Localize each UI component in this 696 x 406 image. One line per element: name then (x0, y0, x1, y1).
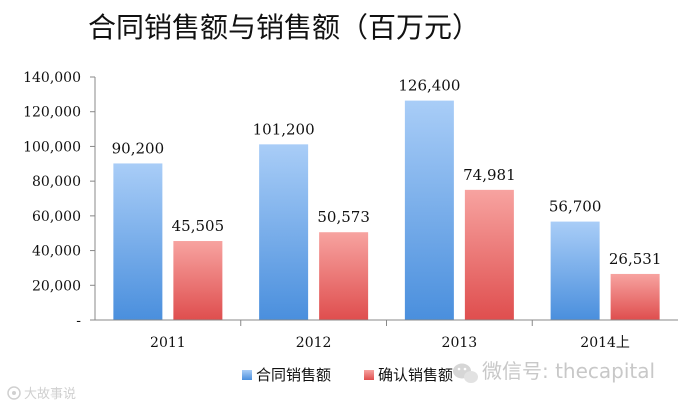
watermark: 微信号: thecapital 大故事说 (7, 359, 655, 402)
y-tick-label: 140,000 (23, 70, 81, 86)
chart-title: 合同销售额与销售额（百万元） (88, 11, 481, 44)
bars (113, 100, 660, 320)
x-axis: 2011 2012 2013 2014上 (95, 319, 678, 351)
y-tick-label: 100,000 (23, 139, 81, 155)
legend-label: 确认销售额 (378, 366, 453, 384)
x-tick-label: 2013 (442, 335, 478, 351)
weibo-icon (7, 386, 21, 400)
watermark-left-text: 大故事说 (24, 387, 76, 402)
legend-swatch-recognized (364, 370, 374, 380)
data-label: 90,200 (112, 139, 165, 157)
x-tick-label: 2014上 (580, 335, 630, 351)
y-tick-label: 20,000 (32, 278, 81, 294)
data-label: 126,400 (398, 77, 460, 95)
x-tick-label: 2011 (150, 335, 186, 351)
bar-contract-sales (404, 100, 454, 320)
bar-contract-sales (550, 221, 600, 320)
legend-label: 合同销售额 (256, 366, 331, 384)
bar-recognized-sales (610, 273, 660, 320)
y-axis: - 20,000 40,000 60,000 80,000 100,000 120,000 1… (23, 70, 96, 329)
data-label: 50,573 (317, 208, 370, 226)
watermark-right-text: 微信号: thecapital (482, 359, 655, 383)
y-tick-label: 80,000 (32, 174, 81, 190)
y-tick-label: 40,000 (32, 244, 81, 260)
bar-recognized-sales (319, 232, 369, 320)
bar-contract-sales (113, 163, 163, 320)
legend: 合同销售额 确认销售额 (242, 366, 453, 384)
data-label: 56,700 (549, 198, 602, 216)
data-label: 74,981 (463, 166, 516, 184)
wechat-icon (453, 363, 478, 383)
data-label: 45,505 (172, 217, 225, 235)
y-tick-label: 120,000 (23, 105, 81, 121)
bar-recognized-sales (464, 189, 514, 320)
data-label: 26,531 (609, 250, 662, 268)
y-tick-label: - (76, 313, 81, 329)
y-tick-label: 60,000 (32, 209, 81, 225)
data-label: 101,200 (253, 120, 315, 138)
data-labels: 90,200 45,505 101,200 50,573 126,400 74,981 56… (112, 77, 662, 268)
x-tick-label: 2012 (296, 335, 332, 351)
bar-recognized-sales (173, 241, 223, 320)
legend-swatch-contract (242, 370, 252, 380)
bar-contract-sales (259, 144, 309, 320)
